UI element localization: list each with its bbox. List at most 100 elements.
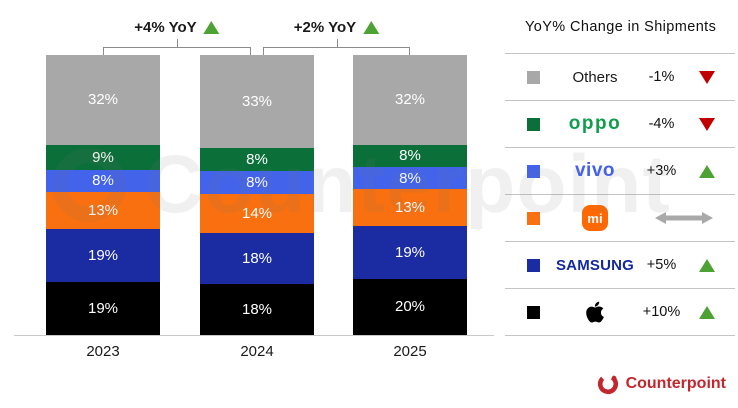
segment-others-2023: 32% bbox=[46, 55, 160, 145]
segment-others-2025: 32% bbox=[353, 55, 467, 145]
legend-swatch-oppo bbox=[527, 117, 540, 131]
legend-trend-samsung bbox=[687, 258, 727, 272]
bracket-line bbox=[103, 47, 251, 48]
segment-oppo-2024: 8% bbox=[200, 148, 314, 171]
x-axis-label-2023: 2023 bbox=[86, 343, 120, 360]
segment-value-label: 13% bbox=[394, 199, 426, 217]
legend-logo-oppo: oppo bbox=[550, 113, 640, 135]
legend-trend-oppo bbox=[687, 117, 727, 131]
segment-xiaomi-2023: 13% bbox=[46, 192, 160, 229]
bracket-tick bbox=[250, 47, 251, 55]
segment-apple-2024: 18% bbox=[200, 284, 314, 335]
legend-swatch-others bbox=[527, 70, 540, 84]
segment-samsung-2025: 19% bbox=[353, 225, 467, 279]
segment-vivo-2025: 8% bbox=[353, 166, 467, 190]
legend-row-apple: +10% bbox=[505, 289, 735, 336]
segment-value-label: 14% bbox=[241, 204, 273, 222]
x-axis-line bbox=[14, 335, 494, 336]
bar-2025: 32% 8% 8% 13% 19% 20% bbox=[353, 55, 467, 335]
segment-value-label: 20% bbox=[394, 298, 426, 316]
legend-swatch-apple bbox=[527, 305, 540, 319]
segment-apple-2025: 20% bbox=[353, 278, 467, 335]
segment-value-label: 33% bbox=[241, 93, 273, 111]
segment-value-label: 18% bbox=[241, 301, 273, 319]
legend-trend-others bbox=[687, 70, 727, 84]
apple-logo-icon bbox=[586, 301, 604, 323]
legend-logo-apple bbox=[550, 300, 640, 324]
legend-swatch-samsung bbox=[527, 258, 540, 272]
segment-value-label: 32% bbox=[87, 91, 119, 109]
segment-value-label: 8% bbox=[399, 147, 421, 165]
yoy-annotation-2023-2024: +4% YoY bbox=[134, 19, 220, 36]
segment-apple-2023: 19% bbox=[46, 281, 160, 335]
legend-logo-xiaomi: mi bbox=[550, 205, 640, 231]
legend-swatch-vivo bbox=[527, 164, 540, 178]
up-triangle-icon bbox=[203, 21, 220, 34]
segment-value-label: 8% bbox=[246, 151, 268, 169]
mi-logo-icon: mi bbox=[582, 205, 608, 231]
yoy-annotation-text: +2% YoY bbox=[293, 19, 357, 36]
segment-value-label: 19% bbox=[87, 246, 119, 264]
bracket-line bbox=[263, 47, 410, 48]
bracket-mid-tick bbox=[336, 39, 338, 47]
counterpoint-logo: Counterpoint bbox=[597, 373, 726, 395]
legend-change-apple: +10% bbox=[642, 304, 681, 320]
legend-panel: YoY% Change in Shipments Others -1% oppo -4… bbox=[505, 0, 735, 336]
segment-value-label: 9% bbox=[92, 148, 114, 166]
bracket-mid-tick bbox=[177, 39, 178, 47]
segment-oppo-2023: 9% bbox=[46, 144, 160, 170]
legend-trend-xiaomi bbox=[640, 211, 727, 225]
segment-value-label: 8% bbox=[399, 169, 421, 187]
legend-trend-apple bbox=[687, 305, 727, 319]
x-axis-label-2025: 2025 bbox=[393, 343, 427, 360]
legend-change-others: -1% bbox=[648, 69, 675, 85]
legend-logo-vivo: vivo bbox=[550, 160, 640, 182]
legend-change-samsung: +5% bbox=[646, 257, 677, 273]
up-triangle-icon bbox=[699, 164, 715, 178]
bar-2023: 32% 9% 8% 13% 19% 19% bbox=[46, 55, 160, 335]
bracket-tick bbox=[103, 47, 104, 55]
legend-row-others: Others -1% bbox=[505, 54, 735, 101]
segment-value-label: 13% bbox=[87, 201, 119, 219]
segment-value-label: 32% bbox=[394, 91, 426, 109]
oppo-wordmark: oppo bbox=[568, 113, 622, 134]
legend-logo-samsung: SAMSUNG bbox=[550, 257, 640, 274]
legend-label-others: Others bbox=[572, 68, 618, 86]
legend-row-xiaomi: mi bbox=[505, 195, 735, 242]
legend-swatch-xiaomi bbox=[527, 211, 540, 225]
bar-2024: 33% 8% 8% 14% 18% 18% bbox=[200, 55, 314, 335]
samsung-wordmark: SAMSUNG bbox=[555, 256, 635, 274]
legend-row-vivo: vivo +3% bbox=[505, 148, 735, 195]
bracket-tick bbox=[263, 47, 264, 55]
segment-xiaomi-2025: 13% bbox=[353, 189, 467, 226]
legend-change-oppo: -4% bbox=[648, 116, 675, 132]
segment-others-2024: 33% bbox=[200, 55, 314, 149]
segment-value-label: 19% bbox=[394, 243, 426, 261]
up-triangle-icon bbox=[363, 21, 380, 34]
legend-logo-others: Others bbox=[550, 69, 640, 86]
segment-oppo-2025: 8% bbox=[353, 144, 467, 167]
x-axis-label-2024: 2024 bbox=[240, 343, 274, 360]
yoy-annotation-text: +4% YoY bbox=[134, 19, 197, 36]
legend-rows: Others -1% oppo -4% vivo +3% mi SAMSUNG +5% +10% bbox=[505, 54, 735, 336]
counterpoint-logo-icon bbox=[597, 373, 618, 395]
legend-row-samsung: SAMSUNG +5% bbox=[505, 242, 735, 289]
legend-title: YoY% Change in Shipments bbox=[505, 0, 735, 54]
up-triangle-icon bbox=[699, 258, 715, 272]
yoy-annotation-2024-2025: +2% YoY bbox=[293, 19, 380, 36]
segment-value-label: 8% bbox=[246, 173, 268, 191]
segment-samsung-2024: 18% bbox=[200, 233, 314, 285]
vivo-wordmark: vivo bbox=[574, 160, 616, 181]
up-triangle-icon bbox=[699, 305, 715, 319]
segment-value-label: 18% bbox=[241, 250, 273, 268]
segment-vivo-2023: 8% bbox=[46, 169, 160, 193]
down-triangle-icon bbox=[699, 117, 715, 131]
legend-row-oppo: oppo -4% bbox=[505, 101, 735, 148]
legend-trend-vivo bbox=[687, 164, 727, 178]
segment-vivo-2024: 8% bbox=[200, 170, 314, 194]
segment-samsung-2023: 19% bbox=[46, 228, 160, 282]
segment-value-label: 19% bbox=[87, 299, 119, 317]
bracket-tick bbox=[409, 47, 410, 55]
